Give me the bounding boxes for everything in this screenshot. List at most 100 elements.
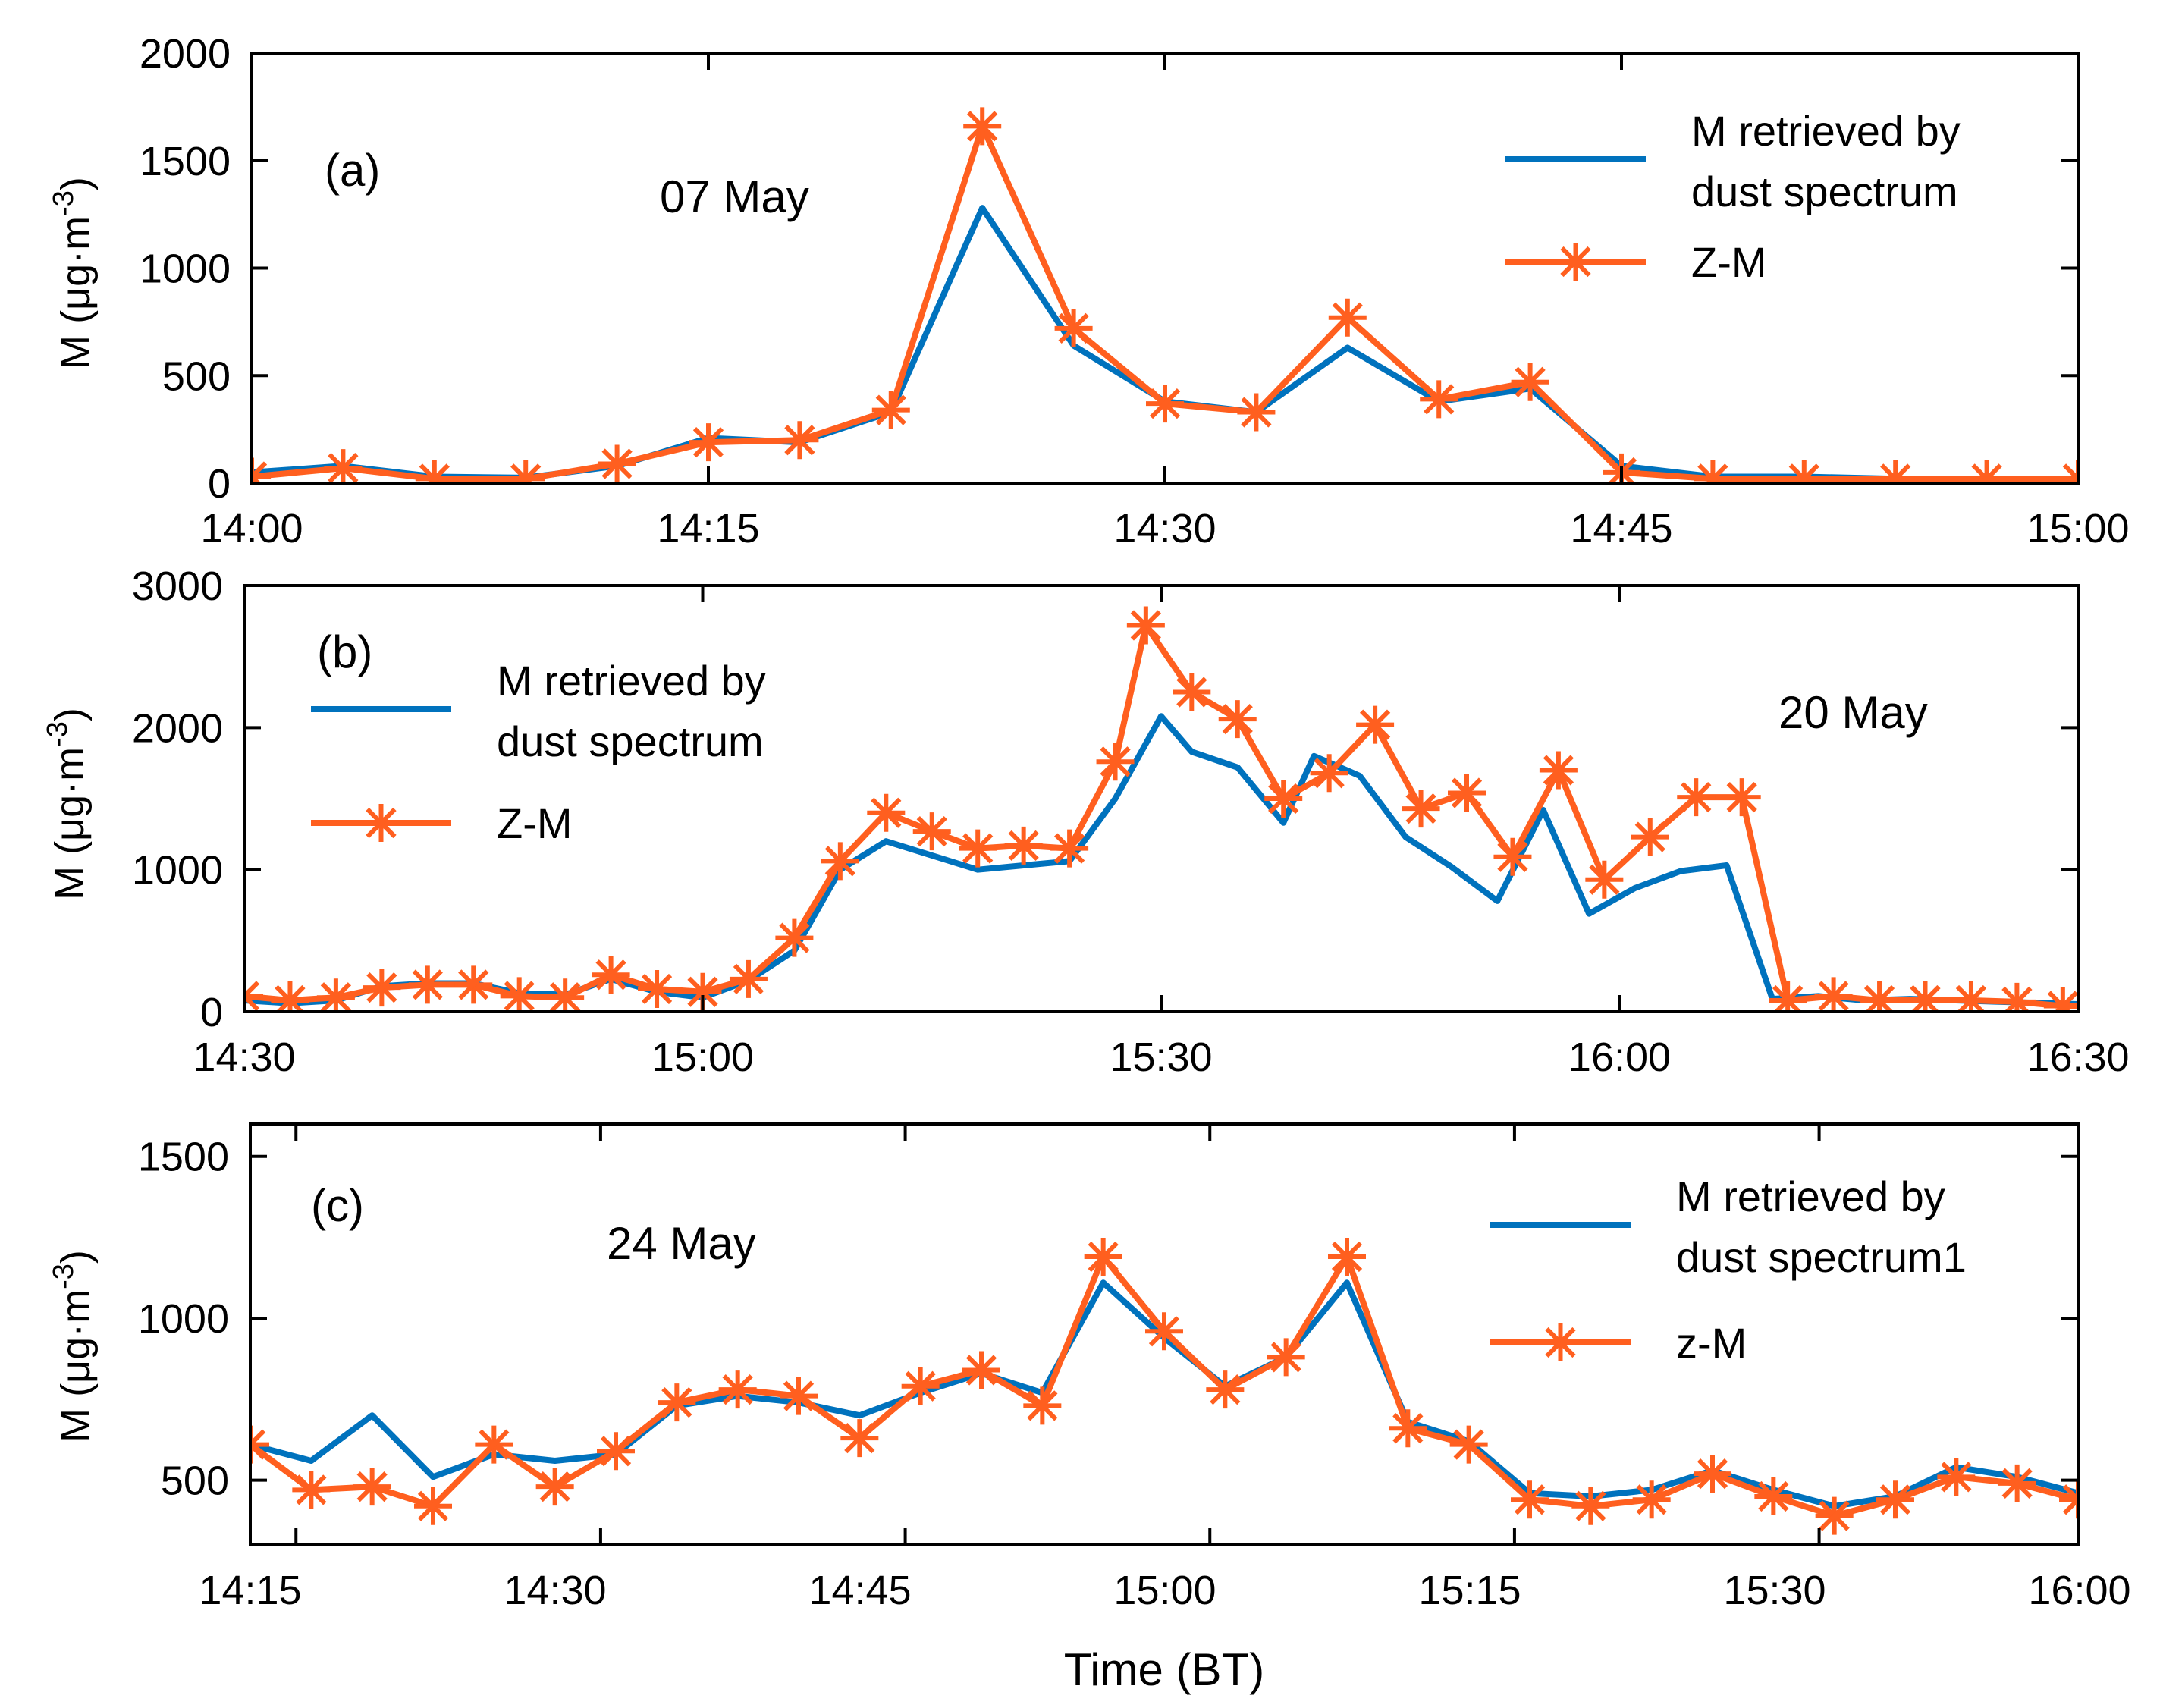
x-tick-label: 14:30: [193, 1035, 295, 1080]
series-1-point-28: [1937, 1458, 1976, 1496]
series-1-point-20: [1449, 1425, 1488, 1464]
series-1-point-15: [912, 812, 951, 851]
series-1-point-32: [1677, 778, 1716, 817]
series-1-point-25: [1754, 1477, 1793, 1515]
y-tick-label: 500: [161, 1458, 229, 1504]
series-1-point-23: [1264, 780, 1303, 818]
series-1-point-39: [1998, 982, 2036, 1012]
series-1-point-11: [729, 959, 768, 998]
series-1-point-4: [598, 444, 636, 483]
series-1-point-9: [1054, 309, 1093, 347]
series-1-point-30: [2059, 1480, 2078, 1519]
panel-a: 0 500 1000 1500 2000 14:00 14:15 14:30 14:45 15:0…: [48, 31, 2130, 551]
series-line-retrieved: [252, 205, 2078, 482]
series-1-point-35: [1814, 977, 1853, 1012]
date-label: 07 May: [660, 171, 809, 222]
x-tick-label: 14:30: [1113, 506, 1216, 551]
x-tick-label: 16:30: [2026, 1035, 2129, 1080]
series-1-point-26: [1402, 790, 1440, 828]
y-axis-label-main: M (μg·m: [47, 747, 93, 900]
series-1-point-0: [250, 1425, 269, 1464]
series-1-point-10: [840, 1419, 879, 1458]
y-axis-label-end: ): [53, 177, 99, 190]
series-1-point-3: [414, 1487, 452, 1525]
series-1-point-29: [1998, 1464, 2036, 1502]
panel-tag: (a): [325, 145, 380, 196]
series-1-point-6: [780, 421, 819, 460]
legend-label-retrieved: M retrieved by: [497, 657, 766, 705]
x-tick-label: 15:15: [1418, 1568, 1521, 1613]
y-tick-label: 1500: [138, 1135, 229, 1180]
series-1-point-20: [2059, 460, 2078, 483]
series-1-point-6: [500, 977, 538, 1012]
y-axis-label-main: M (μg·m: [53, 1289, 99, 1443]
series-1-point-2: [316, 978, 355, 1012]
series-1-point-15: [1145, 1312, 1183, 1351]
y-axis-label-main: M (μg·m: [53, 216, 99, 369]
series-1-point-36: [1860, 981, 1899, 1012]
panel-c: 500 1000 1500 14:15 14:30 14:45 15:00 15:15 15:3…: [48, 1122, 2131, 1695]
y-tick-label: 0: [200, 990, 223, 1035]
series-1-point-13: [821, 842, 859, 881]
series-1-point-3: [507, 460, 545, 483]
series-1-point-6: [597, 1432, 635, 1471]
series-1-point-4: [475, 1425, 513, 1464]
series-1-point-13: [1023, 1386, 1062, 1425]
legend-label-retrieved: dust spectrum: [497, 717, 764, 765]
series-1-point-14: [1511, 363, 1549, 401]
x-tick-label: 14:45: [808, 1568, 911, 1613]
legend-label-retrieved: dust spectrum: [1691, 168, 1958, 215]
series-1-point-28: [1493, 837, 1532, 876]
y-tick-label: 0: [208, 461, 231, 507]
series-1-point-24: [1694, 1455, 1731, 1493]
legend-label-retrieved: M retrieved by: [1691, 107, 1961, 155]
y-tick-label: 3000: [132, 564, 223, 609]
x-axis-label: Time (BT): [1064, 1644, 1264, 1695]
series-1-point-5: [535, 1468, 574, 1506]
panel-tag: (c): [311, 1180, 364, 1231]
series-1-point-41: [2089, 987, 2127, 1025]
series-1-point-0: [252, 457, 271, 483]
date-label: 20 May: [1778, 687, 1928, 738]
series-1-point-3: [363, 969, 401, 1007]
legend: M retrieved by dust spectrum Z-M: [311, 657, 766, 847]
date-label: 24 May: [607, 1218, 756, 1269]
series-1-point-25: [1356, 705, 1395, 744]
axes-box: [249, 1122, 2080, 1546]
legend-label-retrieved: M retrieved by: [1676, 1173, 1945, 1220]
series-1-point-22: [1571, 1487, 1610, 1525]
series-1-point-4: [408, 965, 447, 1004]
series-1-point-5: [689, 423, 727, 462]
series-1-point-14: [1084, 1238, 1122, 1276]
y-axis-label-end: ): [47, 708, 93, 721]
series-1-point-37: [1906, 981, 1945, 1012]
x-tick-label: 16:00: [2028, 1568, 2130, 1613]
x-tick-label: 14:00: [200, 506, 303, 551]
series-1-point-18: [1050, 829, 1089, 868]
series-1-point-21: [1511, 1480, 1549, 1519]
plot-area: [244, 606, 2163, 1025]
series-1-point-13: [1420, 380, 1458, 419]
y-axis-label-end: ): [53, 1250, 99, 1264]
x-tick-label: 14:45: [1570, 506, 1672, 551]
series-1-point-17: [1785, 460, 1823, 483]
y-tick-label: 2000: [132, 705, 223, 751]
series-1-point-5: [454, 965, 493, 1004]
series-1-point-16: [1206, 1370, 1245, 1409]
series-1-point-21: [1173, 673, 1211, 711]
panel-b: 0 1000 2000 3000 14:30 15:00 15:30 16:00 16:30 (b…: [42, 564, 2163, 1080]
x-tick-label: 15:00: [2026, 506, 2129, 551]
legend-label-retrieved: dust spectrum1: [1676, 1233, 1967, 1281]
x-tick-label: 14:30: [504, 1568, 606, 1613]
x-tick-label: 15:30: [1723, 1568, 1826, 1613]
legend: M retrieved by dust spectrum1 z-M: [1490, 1173, 1967, 1367]
y-tick-label: 2000: [140, 31, 231, 77]
x-tick-label: 15:00: [651, 1035, 754, 1080]
series-1-point-42: [2136, 987, 2163, 1025]
y-axis-label: M (μg·m-3): [42, 708, 93, 900]
series-1-point-7: [546, 978, 585, 1012]
plot-area: [250, 1238, 2078, 1535]
series-1-point-7: [871, 391, 910, 429]
series-1-point-legend: [1541, 1323, 1580, 1361]
